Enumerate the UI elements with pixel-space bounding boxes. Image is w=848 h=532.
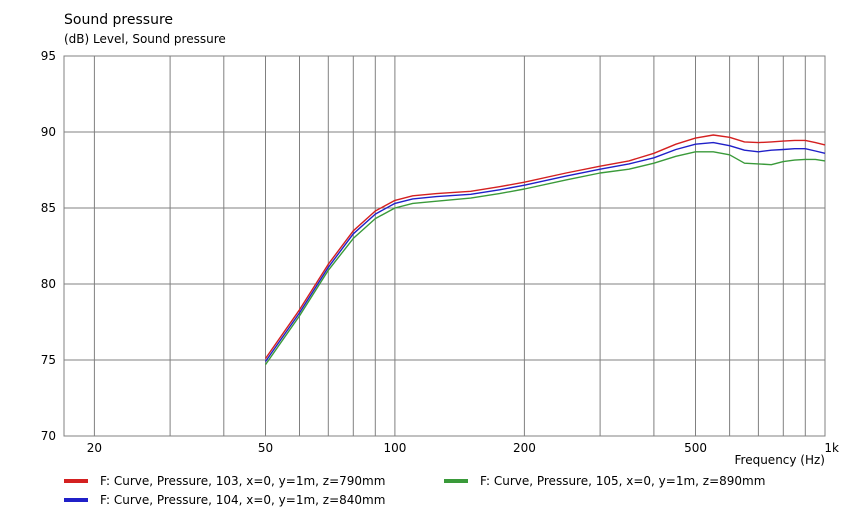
y-tick-label: 85: [41, 201, 56, 215]
y-tick-label: 75: [41, 353, 56, 367]
series-line: [264, 141, 826, 362]
x-tick-labels: 20 50 100 200 500 1k: [87, 441, 839, 455]
x-tick-label: 500: [684, 441, 707, 455]
legend-swatch-green: [444, 479, 468, 483]
x-tick-label: 200: [513, 441, 536, 455]
x-tick-label: 100: [383, 441, 406, 455]
y-tick-label: 90: [41, 125, 56, 139]
legend-item-series-103: F: Curve, Pressure, 103, x=0, y=1m, z=79…: [64, 474, 385, 488]
legend-swatch-red: [64, 479, 88, 483]
legend-label: F: Curve, Pressure, 103, x=0, y=1m, z=79…: [100, 474, 386, 488]
y-axis-label: (dB) Level, Sound pressure: [64, 32, 226, 46]
x-tick-label: 50: [258, 441, 273, 455]
grid-lines: [64, 56, 825, 436]
legend-item-series-105: F: Curve, Pressure, 105, x=0, y=1m, z=89…: [444, 474, 765, 488]
y-tick-labels: 70 75 80 85 90 95: [41, 49, 56, 443]
series-line: [264, 151, 826, 366]
series-line: [264, 134, 826, 359]
x-axis-label: Frequency (Hz): [735, 453, 826, 467]
legend-label: F: Curve, Pressure, 105, x=0, y=1m, z=89…: [480, 474, 766, 488]
plot-area: [63, 55, 826, 437]
y-tick-label: 95: [41, 49, 56, 63]
series-lines: [264, 134, 826, 366]
x-tick-label: 20: [87, 441, 102, 455]
y-tick-label: 70: [41, 429, 56, 443]
chart-title: Sound pressure: [64, 12, 174, 28]
legend-label: F: Curve, Pressure, 104, x=0, y=1m, z=84…: [100, 493, 386, 507]
y-tick-label: 80: [41, 277, 56, 291]
legend-swatch-blue: [64, 498, 88, 502]
legend-item-series-104: F: Curve, Pressure, 104, x=0, y=1m, z=84…: [64, 493, 385, 507]
x-tick-label: 1k: [824, 441, 839, 455]
